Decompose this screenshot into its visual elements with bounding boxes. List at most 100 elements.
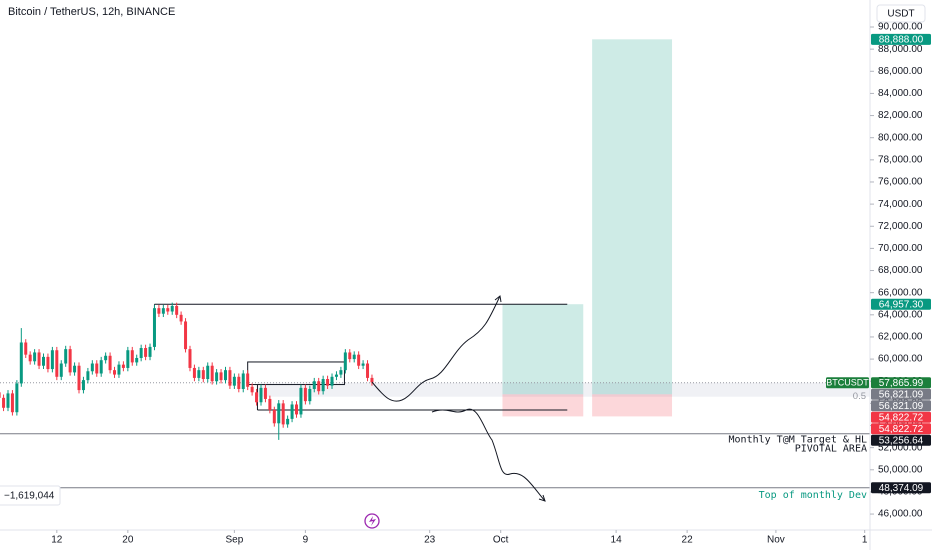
candle-body <box>308 388 312 402</box>
price-tag <box>871 423 931 435</box>
x-tick-label: 20 <box>122 535 134 546</box>
candle-body <box>321 379 325 392</box>
y-tick-label: 72,000.00 <box>878 221 923 232</box>
x-tick-label: 22 <box>682 535 694 546</box>
x-tick-label: 1 <box>862 535 868 546</box>
candle-body <box>348 352 352 360</box>
position-target <box>502 304 584 395</box>
candle-body <box>352 354 356 360</box>
y-tick-label: 82,000.00 <box>878 110 923 121</box>
currency-box[interactable] <box>876 4 926 23</box>
y-tick-label: 90,000.00 <box>878 22 923 33</box>
x-tick-label: 9 <box>303 535 309 546</box>
candle-body <box>184 321 188 350</box>
symbol-tag-label: BTCUSDT <box>826 378 869 388</box>
candle-body <box>250 386 254 393</box>
x-tick-label: 14 <box>611 535 623 546</box>
candle-body <box>64 349 68 364</box>
candle-body <box>73 365 77 373</box>
event-icon-bolt <box>369 516 376 526</box>
event-icon[interactable] <box>364 513 380 529</box>
candle-body <box>290 404 294 419</box>
candle-body <box>152 308 156 347</box>
price-tag <box>871 434 931 446</box>
candle-body <box>33 352 37 362</box>
candle-body <box>95 363 99 374</box>
candle-body <box>312 381 316 389</box>
arrow-head <box>494 295 502 303</box>
candle-body <box>126 350 130 368</box>
position-target <box>592 39 673 395</box>
indicator-box <box>0 485 61 506</box>
candle-body <box>157 308 161 314</box>
y-tick-label: 50,000.00 <box>878 464 923 475</box>
price-tag <box>871 388 931 400</box>
candle-body <box>135 357 139 363</box>
candle-body <box>50 350 54 370</box>
candle-body <box>259 387 263 403</box>
price-tag <box>871 411 931 423</box>
x-tick-label: 12 <box>51 535 63 546</box>
candle-body <box>192 367 196 378</box>
candle-body <box>28 354 32 362</box>
candle-body <box>330 376 334 386</box>
price-tag-label: 57,865.99 <box>879 378 924 389</box>
candle-body <box>130 350 134 363</box>
candle-body <box>59 363 63 377</box>
candle-body <box>188 349 192 368</box>
candle-body <box>19 342 23 384</box>
currency-label[interactable]: USDT <box>887 9 914 20</box>
candle-body <box>210 365 214 382</box>
candle-body <box>46 356 50 370</box>
price-tag-label: 48,374.09 <box>879 483 924 494</box>
candle-body <box>263 387 267 399</box>
price-tag-label: 56,821.09 <box>879 389 924 400</box>
chart-title: Bitcoin / TetherUS, 12h, BINANCE <box>8 6 175 18</box>
candle-body <box>121 364 125 368</box>
y-tick-label: 76,000.00 <box>878 177 923 188</box>
candle-body <box>6 393 10 408</box>
candle-body <box>326 379 330 386</box>
candle-body <box>206 365 210 380</box>
candle-body <box>161 308 165 314</box>
y-tick-label: 88,000.00 <box>878 44 923 55</box>
candle-body <box>166 308 170 312</box>
y-tick-label: 62,000.00 <box>878 332 923 343</box>
x-tick-label: Sep <box>225 535 243 546</box>
x-tick-label: Nov <box>767 535 785 546</box>
candle-body <box>201 370 205 380</box>
annotation: Top of monthly Dev <box>759 490 867 501</box>
price-tag <box>871 298 931 310</box>
candle-body <box>228 370 232 386</box>
y-tick-label: 86,000.00 <box>878 66 923 77</box>
candle-body <box>81 380 85 391</box>
price-tag <box>871 400 931 412</box>
candle-body <box>334 374 338 377</box>
candle-body <box>175 305 179 315</box>
price-tag <box>871 482 931 494</box>
x-tick-label: 23 <box>424 535 436 546</box>
candle-body <box>215 372 219 382</box>
candle-body <box>281 403 285 425</box>
arrow-head <box>538 494 546 502</box>
candle-body <box>361 363 365 366</box>
candle-body <box>299 387 303 415</box>
annotation: PIVOTAL AREA <box>795 444 867 455</box>
candle-body <box>232 376 236 386</box>
candle-body <box>86 371 90 381</box>
candle-body <box>179 314 183 322</box>
candle-body <box>366 363 370 378</box>
candle-body <box>295 404 299 415</box>
candle-body <box>108 355 112 371</box>
projection-arrow-up <box>371 295 501 402</box>
y-tick-label: 52,000.00 <box>878 442 923 453</box>
candle-body <box>237 376 241 389</box>
candle-body <box>370 377 374 383</box>
candle-body <box>99 360 103 374</box>
candle-body <box>170 305 174 312</box>
candle-body <box>2 397 6 408</box>
y-tick-label: 64,000.00 <box>878 309 923 320</box>
position-stop <box>592 394 673 417</box>
candle-body <box>10 393 14 413</box>
